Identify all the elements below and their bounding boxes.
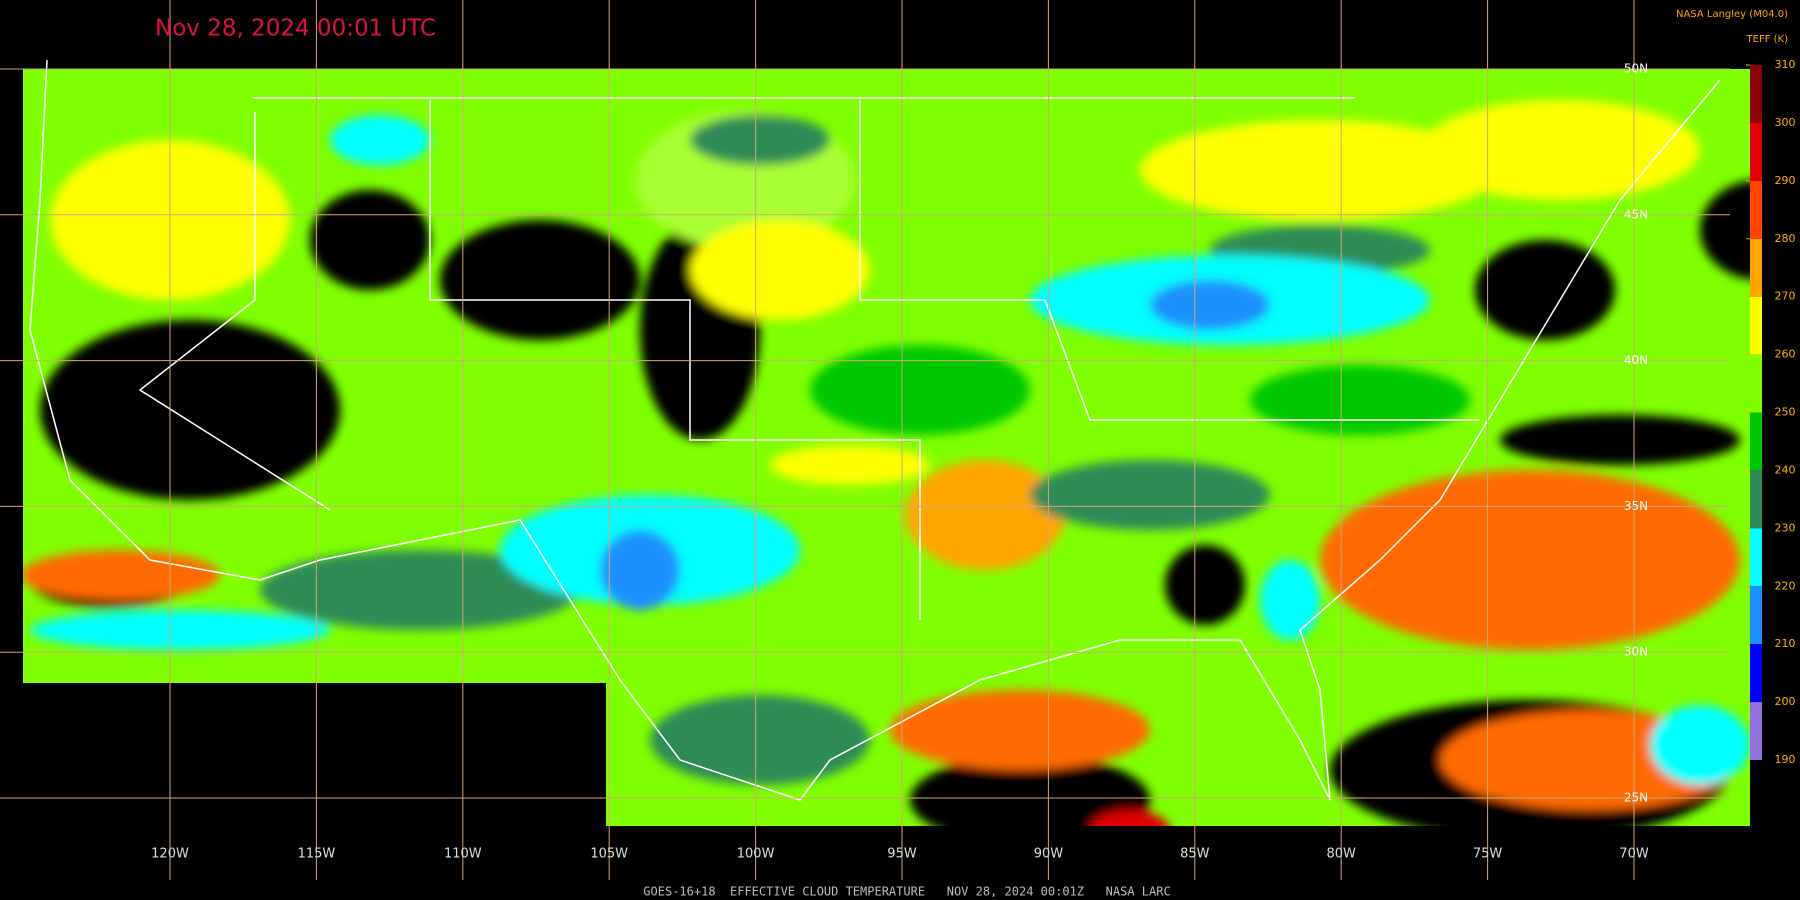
cloud-region (600, 530, 680, 610)
cloud-region (1420, 100, 1700, 200)
cloud-region (770, 445, 930, 485)
colorbar-tick-label: 300 (1775, 116, 1796, 129)
cloud-region (1320, 470, 1740, 650)
colorbar-segment (1750, 238, 1762, 297)
cloud-region (1165, 545, 1245, 625)
cloud-region (1250, 365, 1470, 435)
longitude-label: 115W (298, 847, 336, 862)
cloud-region (810, 345, 1030, 435)
longitude-label: 110W (444, 847, 482, 862)
latitude-label: 50N (1624, 62, 1648, 76)
cloud-region (910, 755, 1150, 826)
colorbar-tick-label: 290 (1775, 174, 1796, 187)
cloud-region (310, 190, 430, 290)
longitude-label: 105W (590, 847, 628, 862)
longitude-label: 100W (737, 847, 775, 862)
coastline (259, 79, 1721, 801)
cloud-region (1140, 120, 1500, 220)
colorbar-segment (1750, 586, 1762, 645)
cloud-region (690, 115, 830, 165)
cloud-region (1150, 280, 1270, 330)
longitude-label: 75W (1473, 847, 1503, 862)
cloud-region (690, 220, 870, 320)
colorbar-segment (1750, 470, 1762, 529)
cloud-region (40, 320, 340, 500)
colorbar-tick-label: 250 (1775, 406, 1796, 419)
colorbar-tick-label: 260 (1775, 348, 1796, 361)
title: Nov 28, 2024 00:01 UTC (155, 16, 436, 42)
cloud-region (260, 550, 580, 630)
coastline (29, 59, 261, 581)
colorbar-segment (1750, 528, 1762, 587)
labels: 120W 115W 110W 105W 100W 95W 90W 85W 80W 75W 70W 50… (151, 62, 1649, 862)
colorbar-segment (1750, 644, 1762, 703)
border-line (859, 100, 1480, 421)
colorbar-segment (1750, 702, 1762, 760)
cloud-region (1650, 705, 1750, 785)
colorbar-tick-label: 210 (1775, 637, 1796, 650)
colorbar-segment (1750, 122, 1762, 181)
footer: GOES-16+18 EFFECTIVE CLOUD TEMPERATURE N… (643, 885, 1170, 899)
latitude-label: 30N (1624, 645, 1648, 659)
latitude-label: 40N (1624, 353, 1648, 367)
cloud-region (1475, 240, 1615, 340)
latitude-label: 25N (1624, 791, 1648, 805)
colorbar-tick-label: 240 (1775, 463, 1796, 476)
longitude-label: 85W (1180, 847, 1210, 862)
colorbar-segment (1750, 180, 1762, 239)
colorbar-segment (1750, 296, 1762, 355)
cloud-region (440, 220, 640, 340)
cloud-region (1090, 810, 1170, 826)
colorbar: 310 300 290 280 270 260 250 240 230 220 210 200 190 (1746, 58, 1796, 766)
colorbar-segment (1750, 65, 1762, 123)
colorbar-tick-label: 270 (1775, 290, 1796, 303)
credit: NASA Langley (M04.0) (1676, 9, 1788, 20)
cloud-region (1700, 180, 1750, 280)
colorbar-tick-label: 220 (1775, 579, 1796, 592)
longitude-label: 120W (151, 847, 189, 862)
colorbar-tick-label: 230 (1775, 521, 1796, 534)
colorbar-tick-label: 190 (1775, 753, 1796, 766)
cloud-region (890, 690, 1150, 770)
colorbar-tick-label: 200 (1775, 695, 1796, 708)
cloud-region (1260, 560, 1320, 640)
latitude-label: 45N (1624, 207, 1648, 221)
latitude-label: 35N (1624, 499, 1648, 513)
cloud-region (1030, 460, 1270, 530)
border-line (429, 100, 921, 620)
cloud-region (330, 115, 430, 165)
longitude-label: 95W (887, 847, 917, 862)
cloud-region (30, 610, 330, 650)
longitude-label: 80W (1326, 847, 1356, 862)
borders (29, 59, 1721, 801)
graticule (0, 0, 1730, 880)
colorbar-segment (1750, 354, 1762, 413)
cloud-region (905, 460, 1065, 570)
colorbar-segment (1750, 412, 1762, 471)
colorbar-label: TEFF (K) (1746, 34, 1789, 45)
colorbar-tick-label: 280 (1775, 232, 1796, 245)
cloud-region (23, 550, 220, 600)
border-line (138, 112, 331, 511)
colorbar-tick-label: 310 (1775, 58, 1796, 71)
cloud-region (1500, 415, 1740, 465)
longitude-label: 70W (1619, 847, 1649, 862)
longitude-label: 90W (1034, 847, 1064, 862)
cloud-region (650, 695, 870, 785)
